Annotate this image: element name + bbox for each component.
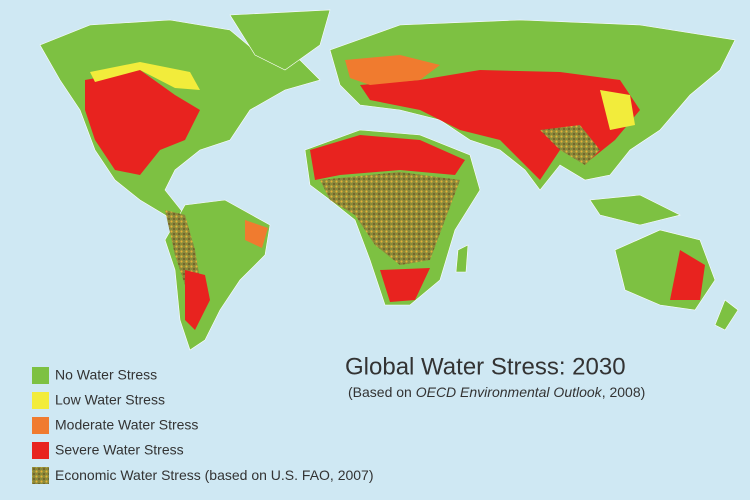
canada-low [90,62,200,90]
andes-economic [165,210,200,285]
madagascar [455,244,469,273]
europe-moderate [345,55,440,85]
legend-swatch [32,417,49,434]
new-zealand [714,299,739,331]
southeast-asia [589,194,681,226]
legend-label: Economic Water Stress (based on U.S. FAO… [55,467,374,483]
legend-label: Low Water Stress [55,392,165,408]
north-africa-severe [310,135,465,180]
land-masses [39,9,739,351]
legend-label-note: (based on U.S. FAO, 2007) [201,467,374,483]
legend-label: No Water Stress [55,367,157,383]
subtitle-italic: OECD Environmental Outlook [416,384,603,400]
legend-swatch [32,392,49,409]
brazil-moderate [245,220,268,248]
map-title: Global Water Stress: 2030 [345,353,626,380]
map-subtitle: (Based on OECD Environmental Outlook, 20… [348,384,645,400]
south-asia-economic [540,125,600,165]
south-america-severe [185,270,210,330]
legend-label: Severe Water Stress [55,442,184,458]
legend-swatch [32,467,49,484]
subtitle-part: (Based on [348,384,416,400]
legend: No Water Stress Low Water Stress Moderat… [32,367,374,484]
greenland [229,9,331,71]
legend-label: Moderate Water Stress [55,417,198,433]
australia-severe [670,250,705,300]
usa-severe [85,70,200,175]
china-low [600,90,635,130]
legend-swatch [32,367,49,384]
south-africa-severe [380,268,430,302]
subtitle-part: , 2008) [602,384,646,400]
sub-saharan-economic [320,172,460,265]
legend-swatch [32,442,49,459]
legend-label-main: Economic Water Stress [55,467,201,483]
